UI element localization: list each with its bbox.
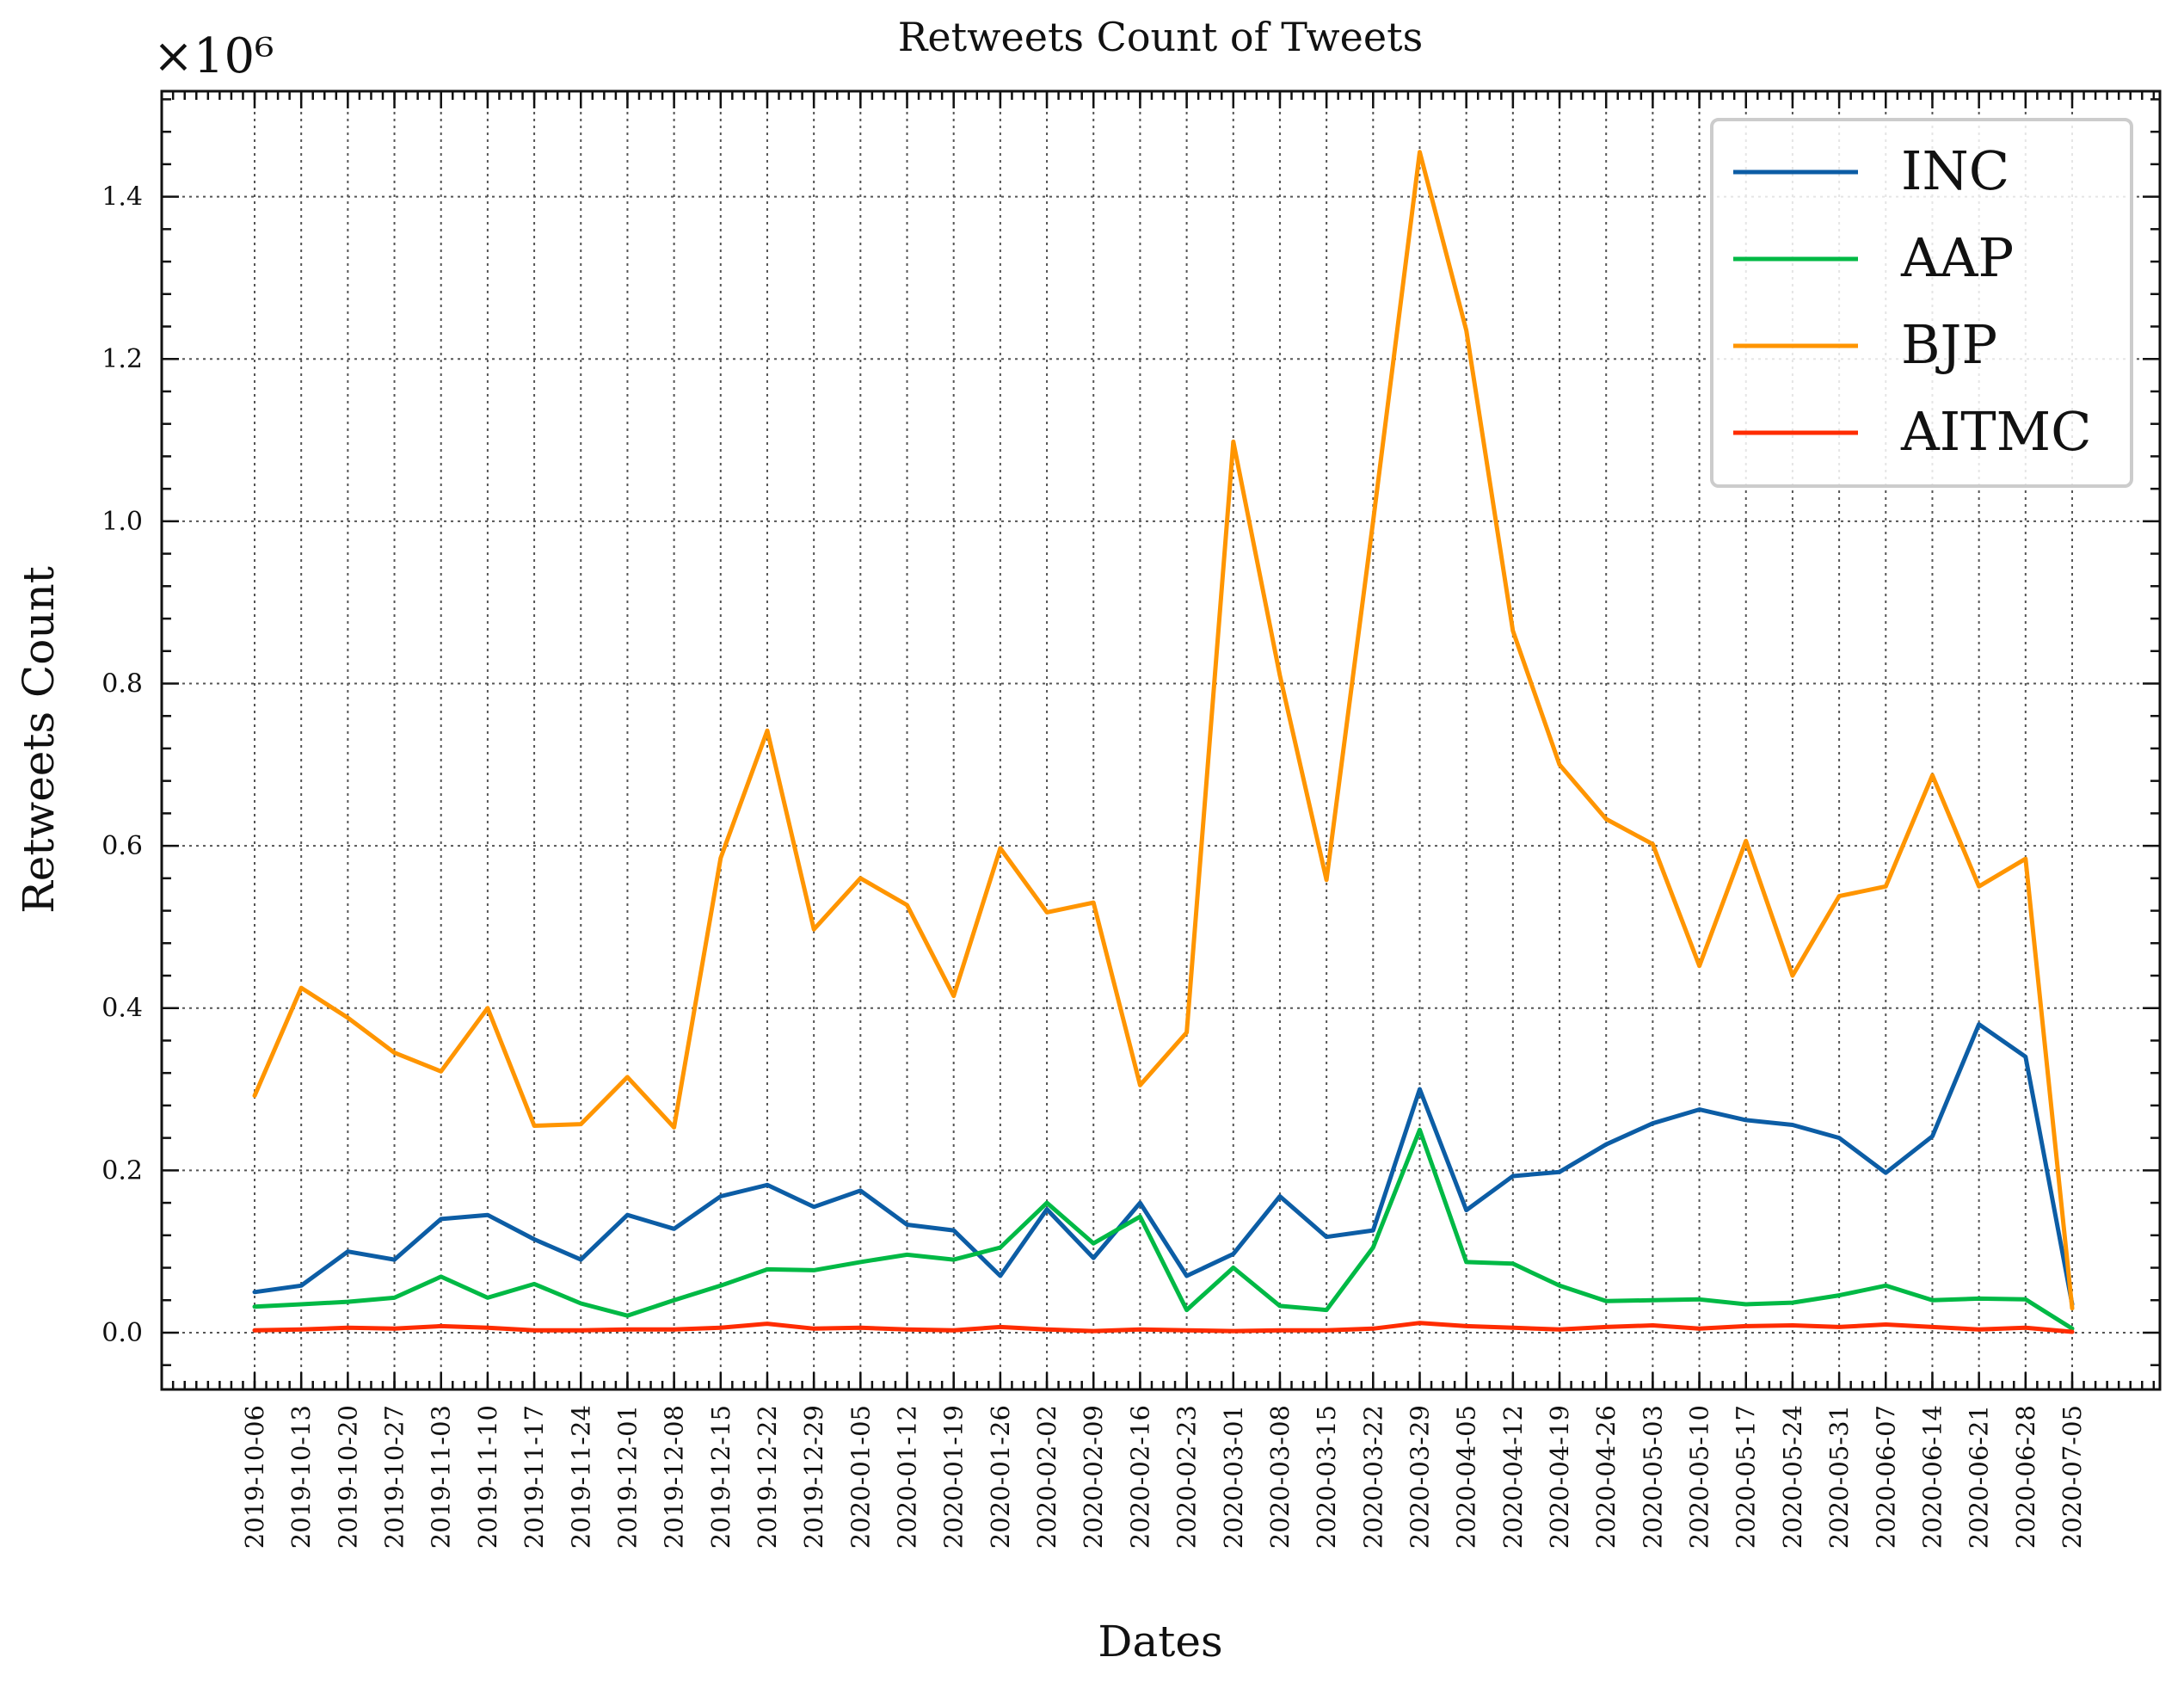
x-tick-label: 2020-06-28 (2011, 1405, 2040, 1549)
x-tick-label: 2020-05-17 (1732, 1405, 1761, 1549)
x-tick-label: 2020-06-07 (1871, 1405, 1900, 1549)
y-axis-label: Retweets Count (14, 566, 64, 914)
y-multiplier-label: ×10⁶ (153, 28, 274, 84)
x-tick-label: 2020-06-21 (1965, 1405, 1994, 1549)
x-tick-label: 2020-03-15 (1312, 1405, 1341, 1549)
series-line-inc (252, 1022, 2075, 1307)
x-ticks: 2019-10-06 2019-10-13 2019-10-20 2019-10-27… (240, 91, 2087, 1549)
legend-box (1710, 118, 2133, 488)
legend-label-aap: AAP (1900, 226, 2014, 289)
x-tick-label: 2020-03-08 (1265, 1405, 1295, 1549)
x-tick-label: 2020-03-22 (1358, 1405, 1387, 1549)
y-tick-label: 0.2 (102, 1155, 143, 1186)
y-tick-label: 0.4 (102, 994, 143, 1024)
x-tick-label: 2019-12-29 (799, 1405, 828, 1549)
x-tick-label: 2020-01-19 (939, 1405, 969, 1549)
y-tick-label: 1.2 (102, 344, 143, 374)
x-tick-label: 2020-04-05 (1452, 1405, 1481, 1549)
x-tick-label: 2019-11-24 (566, 1405, 595, 1549)
x-axis-label: Dates (1098, 1617, 1222, 1666)
x-tick-label: 2020-01-12 (893, 1405, 922, 1549)
series-line-bjp (252, 150, 2075, 1311)
chart-title: Retweets Count of Tweets (898, 14, 1423, 60)
x-tick-label: 2020-03-01 (1219, 1405, 1248, 1549)
x-tick-label: 2019-10-06 (240, 1405, 269, 1549)
legend-label-aitmc: AITMC (1900, 400, 2092, 463)
x-tick-label: 2020-01-26 (986, 1405, 1015, 1549)
legend: INC AAP BJP AITMC (1710, 118, 2133, 488)
x-tick-label: 2019-12-15 (706, 1405, 735, 1549)
x-tick-label: 2019-11-17 (520, 1405, 549, 1549)
legend-label-inc: INC (1901, 139, 2009, 202)
series-lines (252, 150, 2075, 1334)
x-tick-label: 2019-10-27 (380, 1405, 409, 1549)
x-tick-label: 2020-02-16 (1125, 1405, 1154, 1549)
x-tick-label: 2019-11-03 (427, 1405, 456, 1549)
y-tick-label: 0.8 (102, 668, 143, 699)
x-tick-label: 2019-10-20 (333, 1405, 362, 1549)
plot-frame (160, 89, 2162, 1391)
minor-ticks (162, 91, 2160, 1389)
x-tick-label: 2020-05-31 (1824, 1405, 1854, 1549)
x-tick-label: 2020-03-29 (1405, 1405, 1434, 1549)
x-tick-label: 2019-12-01 (612, 1405, 642, 1549)
y-ticks: 0.0 0.2 0.4 0.6 0.8 1.0 1.2 1.4 (102, 182, 2160, 1348)
x-tick-label: 2020-06-14 (1917, 1405, 1947, 1549)
grid-lines (162, 91, 2160, 1389)
x-tick-label: 2020-01-05 (846, 1405, 875, 1549)
x-tick-label: 2020-02-23 (1172, 1405, 1202, 1549)
x-tick-label: 2020-04-12 (1498, 1405, 1528, 1549)
y-tick-label: 0.0 (102, 1318, 143, 1348)
x-tick-label: 2020-05-24 (1778, 1405, 1807, 1549)
x-tick-label: 2020-02-02 (1032, 1405, 1061, 1549)
x-tick-label: 2019-12-22 (753, 1405, 782, 1549)
x-tick-label: 2020-02-09 (1079, 1405, 1108, 1549)
legend-label-bjp: BJP (1901, 313, 1997, 376)
x-tick-label: 2019-12-08 (660, 1405, 689, 1549)
y-tick-label: 1.0 (102, 507, 143, 537)
y-tick-label: 1.4 (102, 182, 143, 213)
series-line-aap (252, 1127, 2075, 1331)
y-tick-label: 0.6 (102, 831, 143, 861)
x-tick-label: 2020-05-10 (1685, 1405, 1714, 1549)
x-tick-label: 2020-07-05 (2058, 1405, 2087, 1549)
x-tick-label: 2019-11-10 (473, 1405, 502, 1549)
x-tick-label: 2019-10-13 (286, 1405, 316, 1549)
series-line-aitmc (252, 1321, 2075, 1334)
x-tick-label: 2020-04-26 (1591, 1405, 1621, 1549)
x-tick-label: 2020-04-19 (1545, 1405, 1574, 1549)
x-tick-label: 2020-05-03 (1638, 1405, 1667, 1549)
